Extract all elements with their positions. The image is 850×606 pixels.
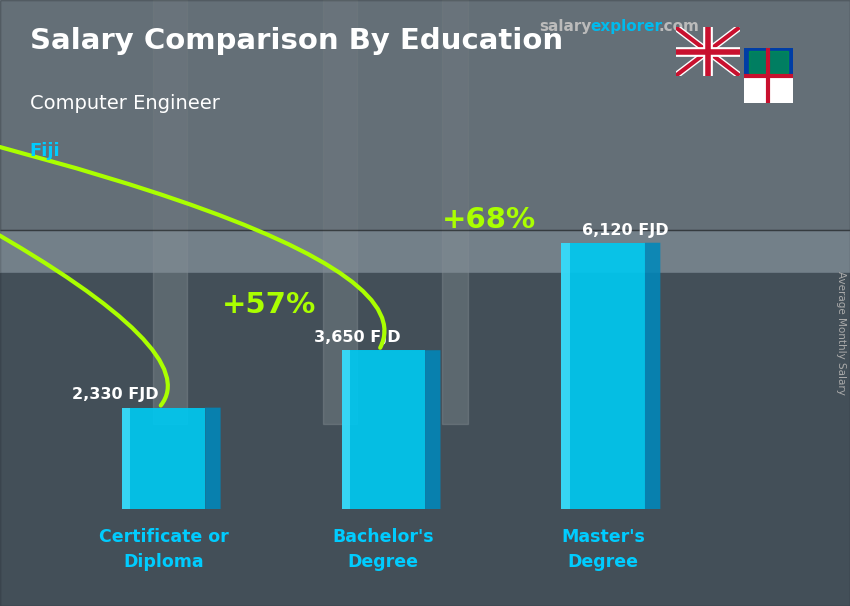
Text: Computer Engineer: Computer Engineer xyxy=(30,94,219,113)
FancyBboxPatch shape xyxy=(122,408,205,509)
Bar xyxy=(0,0,850,230)
Text: salary: salary xyxy=(540,19,592,35)
Text: explorer: explorer xyxy=(591,19,663,35)
Bar xyxy=(323,0,357,424)
Bar xyxy=(0,273,850,606)
Text: Salary Comparison By Education: Salary Comparison By Education xyxy=(30,27,563,55)
Text: 6,120 FJD: 6,120 FJD xyxy=(582,222,668,238)
Text: 3,650 FJD: 3,650 FJD xyxy=(314,330,400,345)
Bar xyxy=(749,52,788,73)
FancyBboxPatch shape xyxy=(561,243,645,509)
Text: 2,330 FJD: 2,330 FJD xyxy=(71,387,158,402)
Text: .com: .com xyxy=(659,19,700,35)
Bar xyxy=(744,48,793,76)
Polygon shape xyxy=(205,408,221,509)
Bar xyxy=(768,76,793,103)
Bar xyxy=(744,76,768,103)
Bar xyxy=(561,243,570,509)
Bar xyxy=(342,350,350,509)
Bar xyxy=(442,0,468,424)
Text: Fiji: Fiji xyxy=(30,142,60,161)
Polygon shape xyxy=(425,350,440,509)
FancyBboxPatch shape xyxy=(342,350,425,509)
Text: Average Monthly Salary: Average Monthly Salary xyxy=(836,271,846,395)
Bar xyxy=(0,0,850,273)
Bar xyxy=(153,0,187,424)
Bar xyxy=(122,408,130,509)
Polygon shape xyxy=(645,243,660,509)
Text: +57%: +57% xyxy=(222,290,316,319)
Bar xyxy=(0,230,850,606)
Text: +68%: +68% xyxy=(442,205,536,234)
